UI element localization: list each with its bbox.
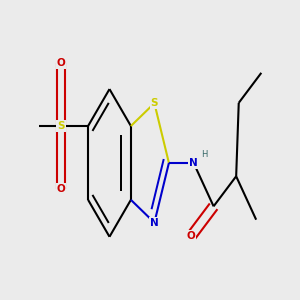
Text: O: O (187, 231, 195, 241)
Text: H: H (202, 150, 208, 159)
Text: N: N (189, 158, 198, 168)
Text: S: S (57, 121, 65, 131)
Text: O: O (56, 184, 65, 194)
Text: S: S (151, 98, 158, 108)
Text: N: N (150, 218, 159, 228)
Text: O: O (56, 58, 65, 68)
